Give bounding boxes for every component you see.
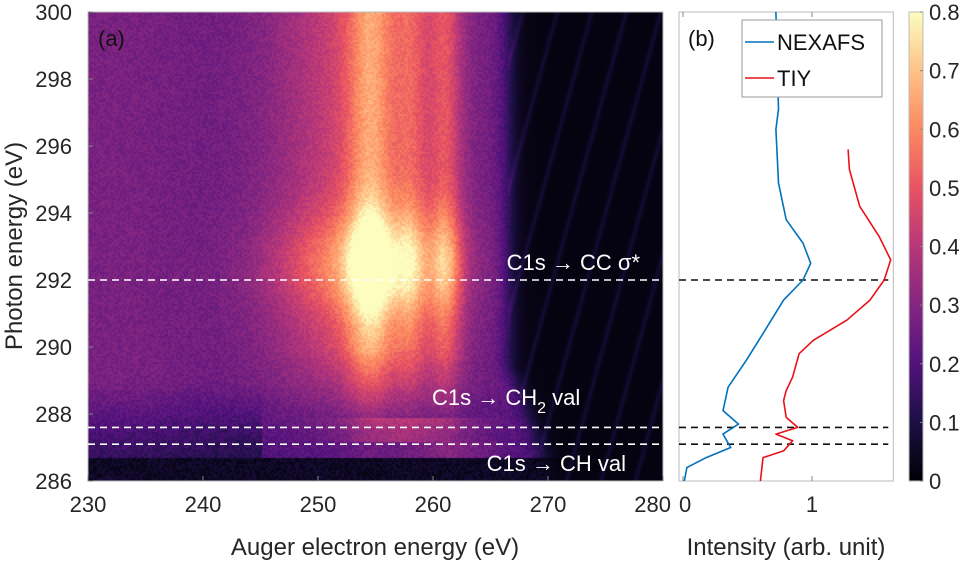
y-tick-label: 290: [35, 335, 72, 360]
colorbar-tick-label: 0.3: [929, 293, 960, 318]
x-tick-label: 280: [634, 492, 671, 517]
colorbar-tick-label: 0.2: [929, 352, 960, 377]
annotation-part: 2: [537, 400, 546, 417]
x-axis-label-b: Intensity (arb. unit): [687, 534, 886, 561]
x-axis-label: Auger electron energy (eV): [231, 534, 519, 561]
x-tick-label: 230: [70, 492, 107, 517]
colorbar-tick-label: 0.6: [929, 117, 960, 142]
panel-a-frame: [87, 11, 664, 482]
x-tick-label: 270: [530, 492, 567, 517]
x-tick-label: 0: [679, 492, 691, 517]
x-tick-label: 1: [806, 492, 818, 517]
y-tick-label: 296: [35, 134, 72, 159]
legend-box: [741, 19, 883, 98]
annotation-part: val: [546, 385, 580, 410]
legend-label-tiy: TIY: [777, 66, 812, 91]
x-tick-label: 250: [300, 492, 337, 517]
series-tiy-line: [759, 149, 892, 482]
x-tick-label: 240: [185, 492, 222, 517]
legend-label-nexafs: NEXAFS: [777, 30, 865, 55]
y-axis-label: Photon energy (eV): [1, 142, 28, 350]
annotation-cc-sigma: C1s → CC σ*: [507, 250, 641, 275]
colorbar-tick-label: 0.4: [929, 235, 960, 260]
panel-b-label: (b): [688, 26, 715, 51]
panel-a-label: (a): [98, 26, 125, 51]
colorbar-tick-label: 0.5: [929, 176, 960, 201]
colorbar-tick-label: 0.7: [929, 59, 960, 84]
x-tick-label: 260: [415, 492, 452, 517]
colorbar-tick-label: 0.1: [929, 410, 960, 435]
y-tick-label: 298: [35, 67, 72, 92]
heatmap-image: [88, 12, 663, 481]
y-tick-label: 288: [35, 402, 72, 427]
annotation-part: C1s → CH: [432, 385, 537, 410]
y-tick-label: 300: [35, 0, 72, 25]
y-tick-label: 286: [35, 469, 72, 494]
annotation-ch-val: C1s → CH val: [487, 451, 626, 476]
colorbar-tick-label: 0: [929, 469, 941, 494]
series-nexafs-line: [683, 11, 812, 482]
colorbar-tick-label: 0.8: [929, 0, 960, 25]
annotation-ch2-val: C1s → CH2 val: [432, 385, 580, 417]
y-tick-label: 294: [35, 201, 72, 226]
y-tick-label: 292: [35, 268, 72, 293]
